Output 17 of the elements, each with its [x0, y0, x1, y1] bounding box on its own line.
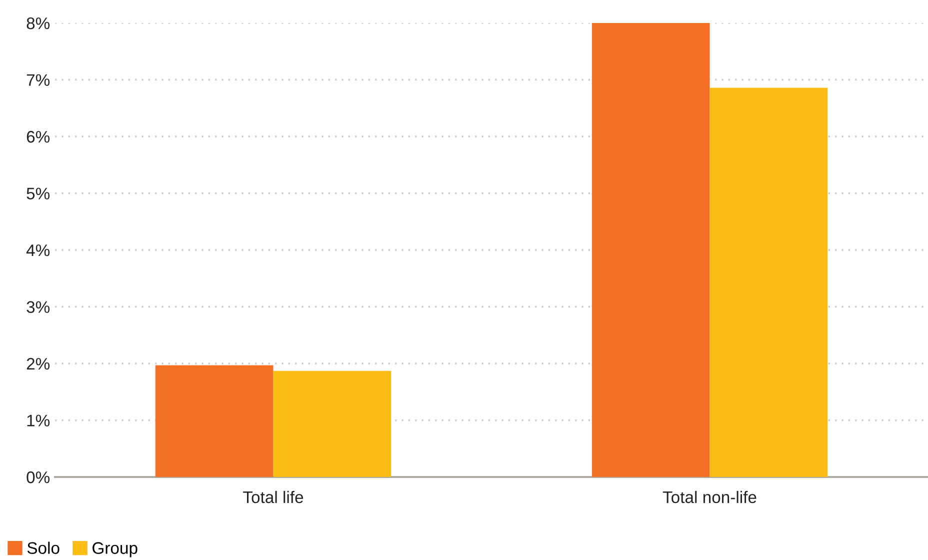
x-tick-label: Total life [243, 490, 304, 504]
y-tick-label: 7% [26, 74, 50, 86]
bar [155, 365, 274, 477]
y-tick-label: 5% [26, 188, 50, 200]
legend-label: Group [92, 542, 138, 558]
y-tick-label: 8% [26, 17, 50, 30]
x-tick-label: Total non-life [662, 490, 756, 504]
y-tick-label: 1% [27, 414, 50, 426]
legend-label: Solo [27, 542, 60, 554]
y-tick-label: 2% [26, 358, 50, 370]
bar [710, 88, 828, 477]
bar [592, 23, 710, 477]
y-tick-label: 6% [26, 130, 50, 143]
y-tick-label: 0% [26, 471, 50, 484]
y-tick-label: 3% [26, 301, 50, 313]
y-tick-label: 4% [26, 244, 50, 256]
bar [273, 370, 392, 477]
